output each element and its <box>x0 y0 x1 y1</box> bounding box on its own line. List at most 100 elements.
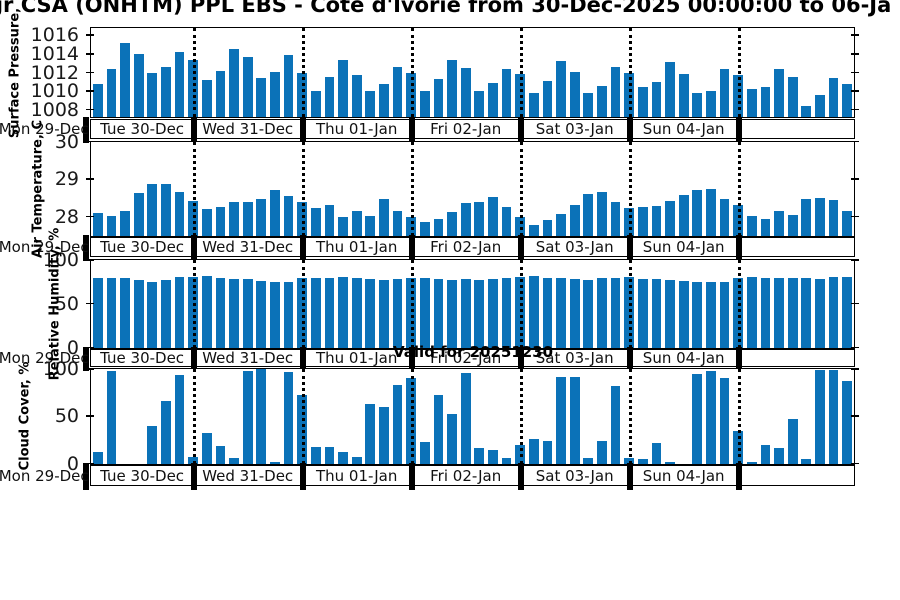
y-tick <box>851 178 859 180</box>
bar-p0-35 <box>569 71 580 117</box>
bar-p2-34 <box>556 277 566 348</box>
y-tick <box>851 462 859 465</box>
bar-p1-44 <box>692 190 703 236</box>
bar-p2-4 <box>147 282 158 348</box>
bar-p3-38 <box>610 386 621 464</box>
bar-p1-43 <box>678 194 689 236</box>
bar-p2-19 <box>351 278 362 348</box>
day-separator-line <box>411 28 415 117</box>
bar-p1-25 <box>433 219 444 236</box>
bar-p2-54 <box>828 277 839 348</box>
bar-p2-30 <box>501 277 512 348</box>
bar-p1-53 <box>815 197 825 236</box>
bar-p1-42 <box>665 200 675 236</box>
day-strip-separator <box>518 235 525 261</box>
bar-p1-22 <box>392 211 403 236</box>
bar-p1-13 <box>270 190 280 236</box>
bar-p3-13 <box>270 461 280 464</box>
bar-p3-22 <box>392 385 403 464</box>
bar-p2-51 <box>787 278 798 348</box>
bar-p0-46 <box>719 68 730 117</box>
bar-p1-3 <box>133 193 144 236</box>
bar-p0-25 <box>433 79 444 117</box>
bar-p3-54 <box>828 369 839 464</box>
bar-p2-31 <box>515 276 526 348</box>
day-strip-separator <box>409 347 416 371</box>
y-tick-label: 50 <box>54 405 79 428</box>
bar-p3-7 <box>188 456 199 464</box>
y-tick <box>851 415 859 417</box>
day-label: Wed 31-Dec <box>202 348 294 367</box>
bar-p0-26 <box>447 59 457 117</box>
bar-p3-37 <box>597 440 607 464</box>
day-separator-line <box>302 141 306 236</box>
bar-p2-15 <box>297 278 308 348</box>
bar-p3-24 <box>419 441 430 464</box>
bar-p1-48 <box>746 215 757 236</box>
bar-p0-31 <box>515 74 526 117</box>
bar-p1-41 <box>651 206 662 236</box>
y-tick <box>86 462 94 465</box>
bar-p2-40 <box>637 278 648 348</box>
y-tick <box>86 415 94 417</box>
bar-p0-33 <box>542 80 553 117</box>
bar-p1-24 <box>419 221 430 236</box>
y-tick-label: 0 <box>66 336 79 359</box>
day-separator-line <box>193 260 197 348</box>
day-strip-separator <box>736 116 743 143</box>
panel-1-day-strip: Mon 29-Dec Tue 30-Dec Wed 31-Dec Thu 01-Jan… <box>0 235 855 261</box>
bar-p3-1 <box>106 370 117 464</box>
day-separator-line <box>738 141 742 236</box>
bar-p3-4 <box>147 425 158 464</box>
day-label: Fri 02-Jan <box>430 238 502 256</box>
y-tick <box>86 90 94 92</box>
day-separator-line <box>193 28 197 117</box>
bar-p2-28 <box>474 280 485 348</box>
day-label: Fri 02-Jan <box>430 119 502 138</box>
y-tick-label: 1014 <box>30 42 79 65</box>
day-label: Mon 29-Dec <box>0 466 89 485</box>
day-label: Wed 31-Dec <box>202 466 294 485</box>
bar-p0-19 <box>351 75 362 117</box>
bar-p3-53 <box>815 369 825 464</box>
bar-p2-52 <box>801 277 812 348</box>
bar-p1-54 <box>828 200 839 236</box>
day-separator-line <box>629 369 633 464</box>
bar-p1-14 <box>283 195 294 236</box>
day-strip-separator <box>191 235 198 261</box>
bar-p2-47 <box>733 277 744 348</box>
bar-p3-34 <box>556 376 566 464</box>
bar-p1-32 <box>528 224 539 236</box>
day-separator-line <box>302 28 306 117</box>
panel-0-plot: 1008 1010 1012 1014 1016 <box>31 24 859 121</box>
bar-p0-48 <box>746 89 757 117</box>
bar-p2-33 <box>542 277 553 348</box>
bar-p1-16 <box>310 208 321 236</box>
bar-p1-26 <box>447 212 457 236</box>
bar-p1-35 <box>569 205 580 236</box>
panel-2-plot: 0 50 100 <box>43 249 859 359</box>
day-label: Tue 30-Dec <box>100 466 185 485</box>
bar-p3-26 <box>447 414 457 464</box>
day-strip-separator <box>83 463 90 490</box>
day-separator-line <box>629 141 633 236</box>
y-tick <box>851 346 859 349</box>
bar-p3-40 <box>637 458 648 464</box>
day-separator-line <box>411 141 415 236</box>
bar-p3-8 <box>201 433 212 464</box>
y-tick-label: 100 <box>42 249 79 271</box>
bar-p2-43 <box>678 280 689 348</box>
day-label: Sat 03-Jan <box>535 466 614 485</box>
bar-p2-16 <box>310 277 321 348</box>
bar-p2-24 <box>419 278 430 348</box>
bar-p0-21 <box>379 83 389 117</box>
bar-p3-16 <box>310 447 321 464</box>
bar-p3-20 <box>365 403 376 464</box>
bar-p0-30 <box>501 68 512 117</box>
bar-p0-24 <box>419 91 430 117</box>
day-strip-separator <box>83 235 90 261</box>
bar-p2-2 <box>120 277 130 348</box>
panel-3-ylabel: Cloud Cover, % <box>17 361 33 471</box>
y-tick <box>86 368 94 370</box>
bar-p1-50 <box>774 210 784 236</box>
